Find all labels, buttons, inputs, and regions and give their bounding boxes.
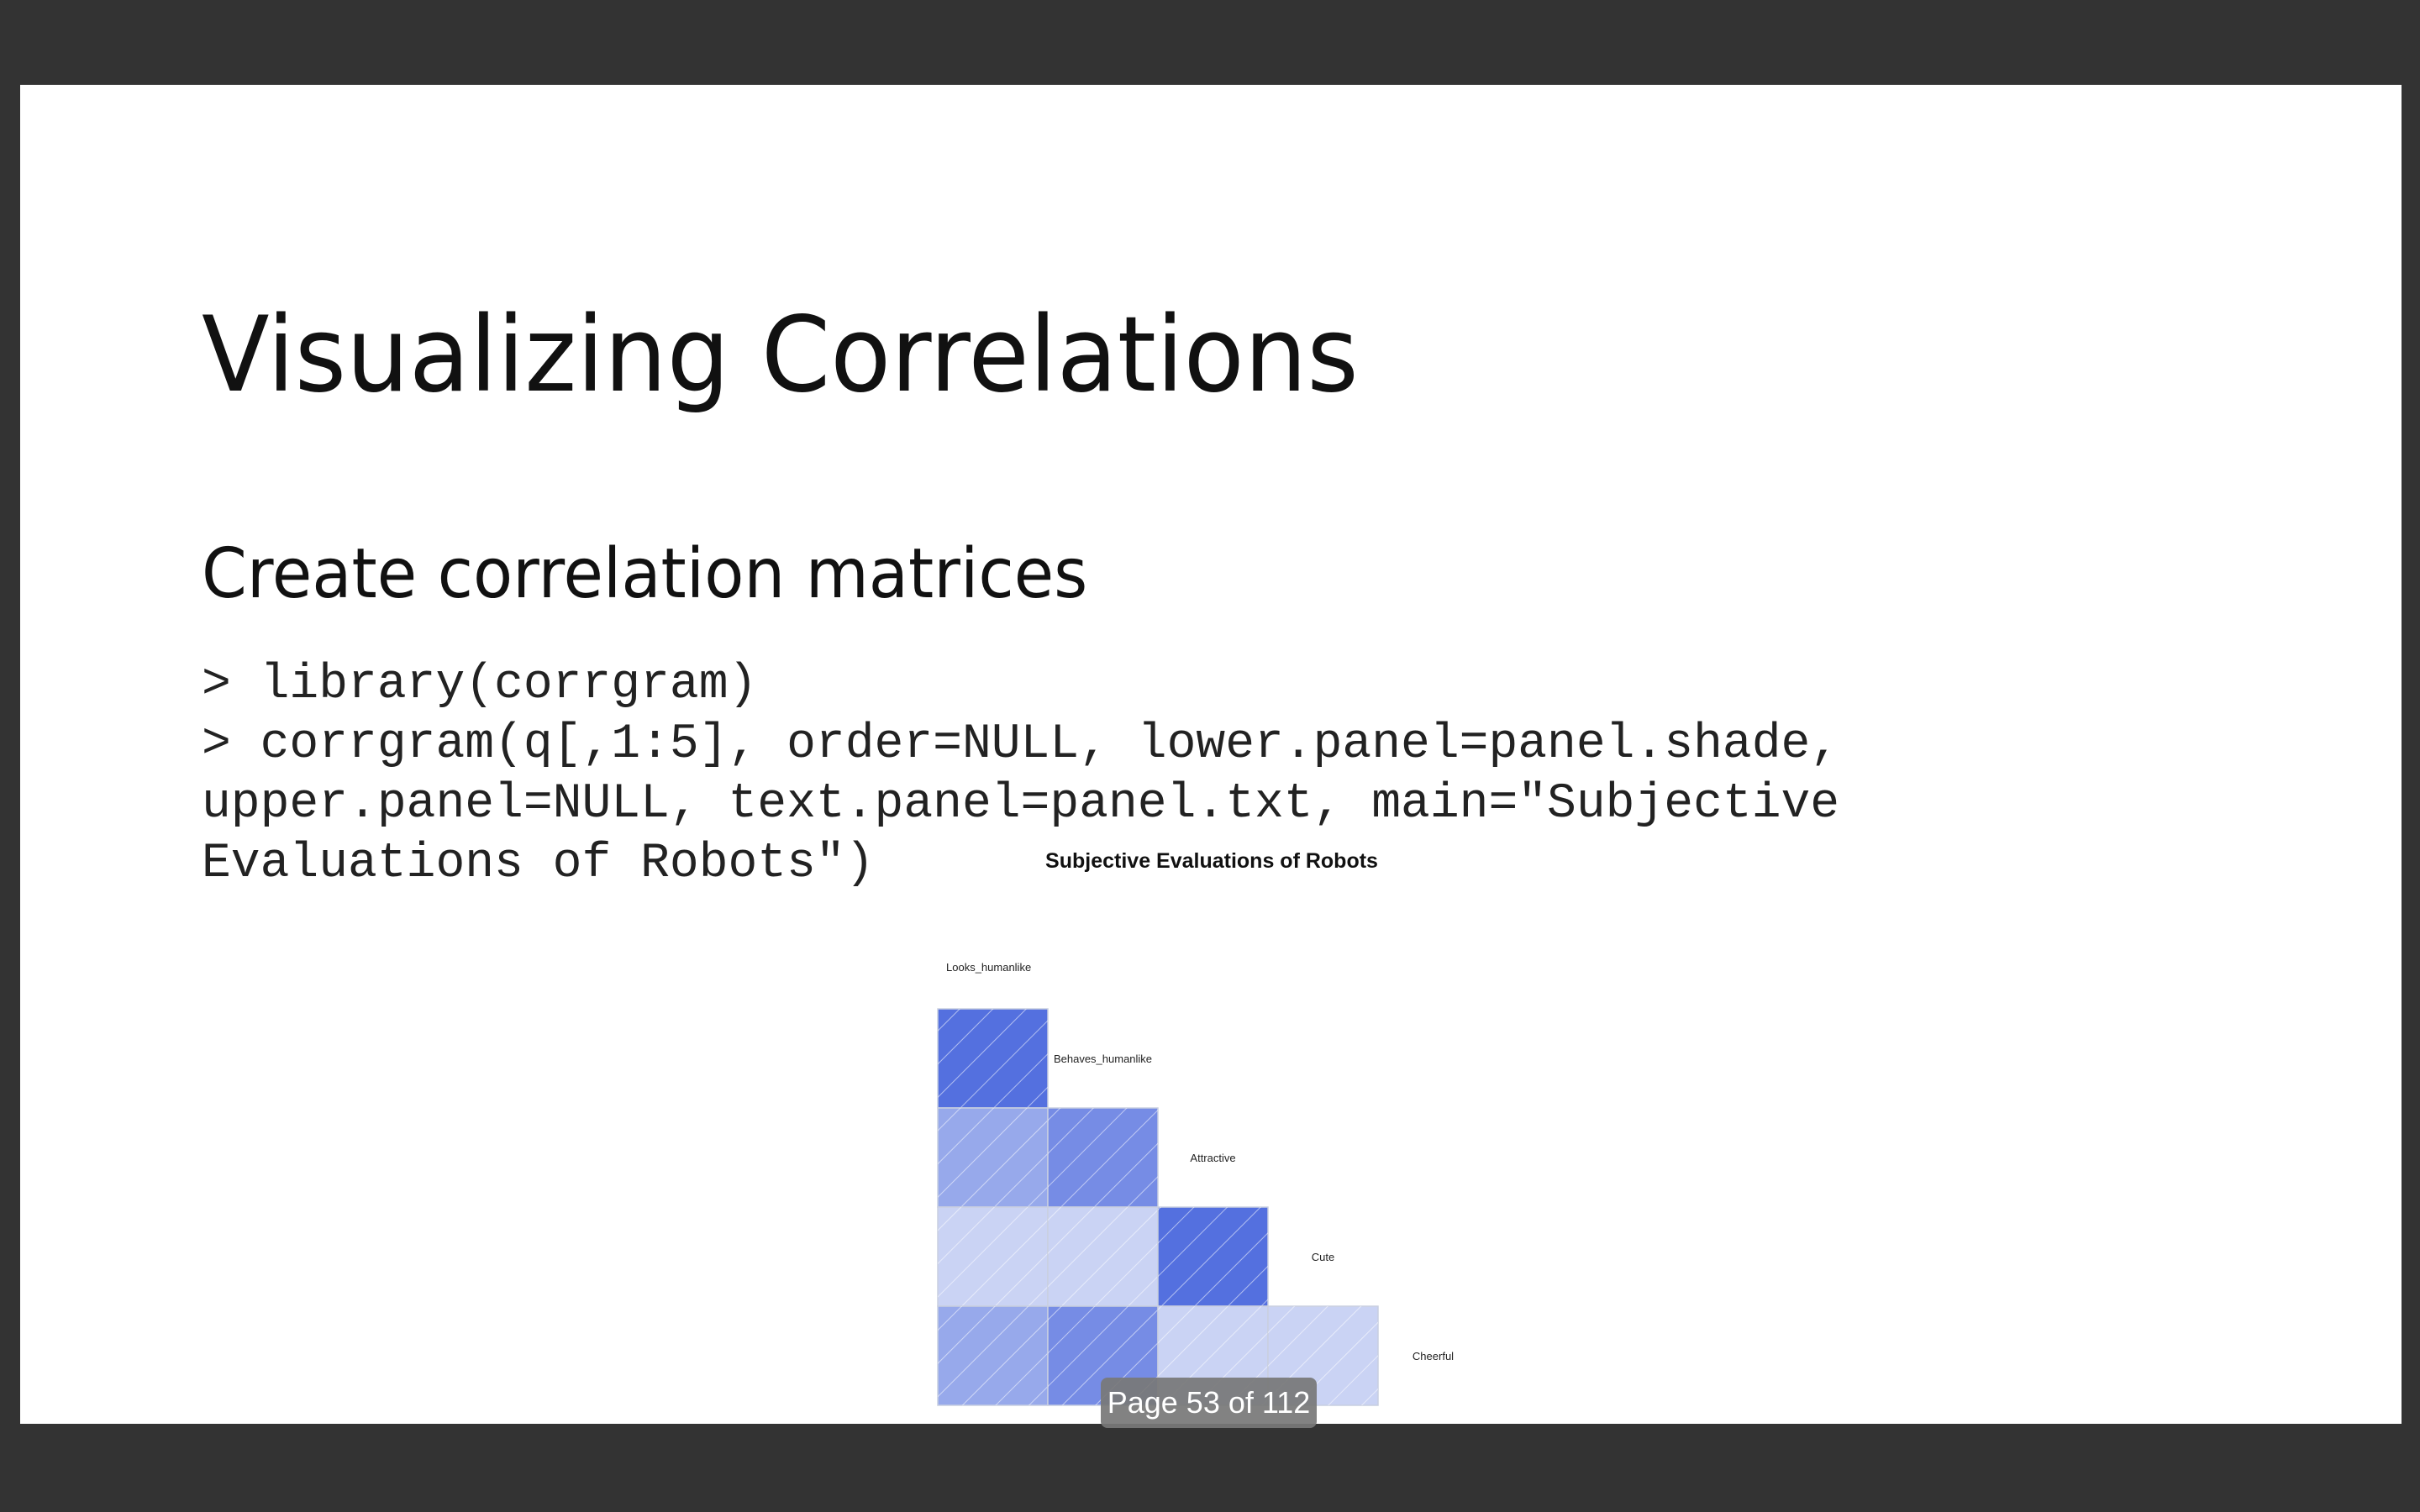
chart-title: Subjective Evaluations of Robots: [1045, 849, 1378, 873]
correlation-cell-hatch: [1158, 1207, 1268, 1306]
correlation-cell-hatch: [938, 1306, 1048, 1405]
correlation-cell-hatch: [1048, 1108, 1158, 1207]
code-line: Evaluations of Robots"): [202, 837, 875, 891]
correlation-cell-hatch: [938, 1108, 1048, 1207]
page-indicator: Page 53 of 112: [1101, 1378, 1317, 1428]
slide: Visualizing Correlations Create correlat…: [20, 85, 2402, 1424]
slide-subtitle: Create correlation matrices: [202, 534, 1088, 614]
correlation-chart: Subjective Evaluations of Robots Looks_h…: [937, 849, 1454, 1406]
correlation-cell-hatch: [1048, 1207, 1158, 1306]
code-line: > library(corrgram): [202, 658, 758, 712]
correlation-cell-hatch: [938, 1009, 1048, 1108]
code-block: > library(corrgram) > corrgram(q[,1:5], …: [202, 655, 1839, 894]
variable-label: Behaves_humanlike: [1054, 1053, 1152, 1065]
variable-label: Cute: [1312, 1251, 1334, 1263]
chart-labels: Looks_humanlike Behaves_humanlike Attracti…: [946, 961, 1454, 1362]
variable-label: Attractive: [1190, 1152, 1235, 1164]
slide-title: Visualizing Correlations: [202, 295, 1359, 416]
code-line: > corrgram(q[,1:5], order=NULL, lower.pa…: [202, 717, 1840, 772]
correlation-cell-hatch: [938, 1207, 1048, 1306]
chart-cells: [937, 1008, 1379, 1406]
code-line: upper.panel=NULL, text.panel=panel.txt, …: [202, 777, 1840, 832]
variable-label: Looks_humanlike: [946, 961, 1031, 974]
variable-label: Cheerful: [1413, 1350, 1454, 1362]
